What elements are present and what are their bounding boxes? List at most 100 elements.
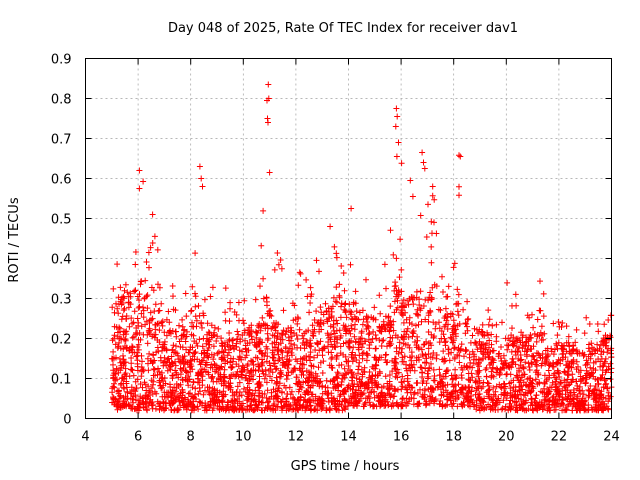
data-point (508, 348, 515, 355)
data-point (479, 397, 485, 404)
data-point (138, 323, 145, 330)
data-point (320, 320, 327, 327)
data-point (337, 314, 344, 321)
data-point (418, 364, 425, 371)
data-point (589, 370, 596, 377)
data-point (283, 328, 290, 335)
data-point (440, 348, 447, 355)
data-points (108, 81, 615, 414)
data-point (331, 377, 338, 383)
data-point (378, 343, 385, 349)
data-point (336, 294, 343, 301)
data-point (142, 321, 149, 328)
data-point (259, 368, 266, 375)
data-point (311, 406, 318, 413)
data-point (490, 384, 497, 391)
data-point (161, 329, 168, 336)
data-point (303, 388, 310, 395)
data-point (537, 278, 543, 285)
data-point (227, 384, 234, 391)
data-point (241, 297, 248, 304)
data-point (233, 311, 240, 318)
data-point (245, 368, 251, 374)
data-point (425, 373, 432, 380)
data-point (467, 377, 474, 384)
data-point (398, 379, 405, 386)
data-point (523, 338, 530, 345)
data-point (526, 334, 533, 341)
data-point (464, 298, 471, 305)
data-point (252, 387, 259, 394)
data-point (522, 392, 529, 399)
data-point (518, 391, 524, 398)
data-point (493, 321, 500, 328)
data-point (319, 370, 326, 376)
data-point (172, 328, 179, 335)
data-point (166, 319, 173, 326)
data-point (399, 373, 406, 380)
data-point (380, 337, 387, 344)
data-point (170, 342, 177, 349)
data-point (498, 344, 504, 350)
data-point (414, 337, 421, 344)
data-point (509, 355, 516, 362)
data-point (260, 320, 267, 327)
data-point (387, 227, 394, 234)
data-point (249, 358, 256, 365)
data-point (178, 397, 185, 404)
data-point (289, 300, 296, 307)
data-point (152, 331, 159, 338)
data-point (126, 373, 133, 380)
data-point (360, 349, 367, 356)
data-point (405, 342, 411, 348)
data-point (460, 306, 467, 313)
data-point (512, 393, 519, 400)
data-point (198, 359, 205, 365)
data-point (222, 339, 228, 346)
x-tick-labels: 4 6 8 10 12 14 16 18 20 22 24 (81, 430, 619, 445)
data-point (558, 400, 565, 407)
data-point (386, 378, 393, 385)
data-point (224, 399, 231, 406)
data-point (538, 399, 545, 406)
data-point (557, 380, 563, 387)
data-point (569, 358, 576, 365)
data-point (320, 358, 327, 365)
data-point (551, 346, 558, 353)
data-point (586, 388, 593, 394)
data-point (437, 398, 444, 404)
data-point (114, 398, 121, 405)
data-point (224, 352, 231, 359)
data-point (307, 340, 314, 347)
data-point (507, 397, 514, 404)
data-point (185, 373, 192, 380)
data-point (255, 363, 262, 370)
data-point (492, 393, 499, 400)
data-point (445, 350, 452, 357)
data-point (199, 343, 206, 350)
data-point (417, 386, 423, 393)
data-point (120, 352, 126, 359)
data-point (462, 348, 469, 355)
data-point (120, 375, 126, 382)
data-point (129, 344, 136, 351)
data-point (111, 332, 118, 339)
data-point (398, 266, 405, 273)
data-point (276, 385, 282, 392)
data-point (408, 394, 415, 401)
data-point (234, 389, 240, 395)
data-point (252, 296, 259, 303)
data-point (500, 361, 507, 368)
data-point (255, 401, 262, 408)
data-point (115, 369, 122, 376)
data-point (110, 285, 117, 292)
data-point (394, 297, 401, 304)
data-point (409, 329, 416, 336)
data-point (305, 382, 312, 389)
data-point (362, 338, 369, 345)
data-point (274, 250, 281, 256)
data-point (605, 389, 612, 396)
data-point (579, 387, 586, 394)
data-point (311, 326, 318, 333)
data-point (400, 340, 407, 347)
